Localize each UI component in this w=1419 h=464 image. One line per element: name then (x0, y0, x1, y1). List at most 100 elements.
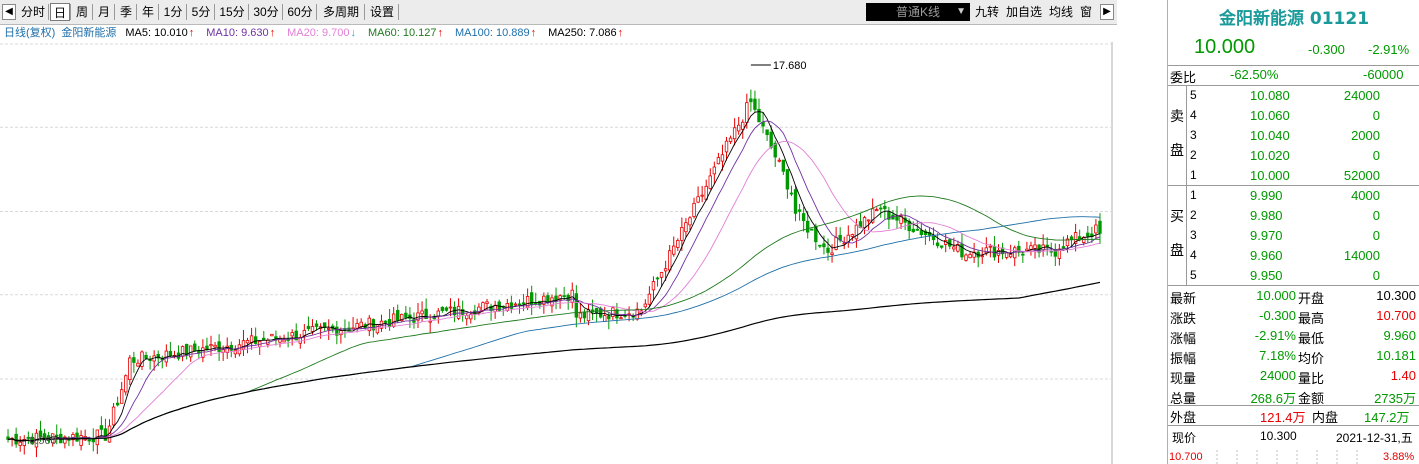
arrow-up-icon: ↑ (188, 27, 195, 39)
period-button[interactable]: 5分 (191, 5, 211, 19)
stat-label: 涨跌 (1170, 311, 1197, 326)
toolbar-option-button[interactable]: 均线 (1048, 5, 1073, 19)
quote-panel: 金阳新能源 01121 10.000 -0.300 -2.91% 委比 -62.… (1167, 0, 1419, 464)
order-book-row[interactable]: 5 10.080 24000 (1168, 86, 1419, 106)
weibi-row: 委比 -62.50% -60000 (1168, 65, 1419, 85)
ma-line (7, 195, 1101, 442)
toolbar-divider (316, 4, 317, 20)
candle-body (1029, 245, 1033, 250)
order-book-row[interactable]: 2 9.980 0 (1168, 206, 1419, 226)
candle-body (477, 306, 481, 313)
candle-body (879, 207, 883, 210)
candle-body (14, 433, 18, 445)
period-button[interactable]: 日 (50, 3, 70, 21)
kline-type-select[interactable]: 普通K线 ▼ (866, 3, 970, 21)
prev-arrow-icon[interactable]: ◀ (2, 4, 16, 20)
candle-body (598, 308, 603, 318)
ma-legend-label: MA250: 7.086 (548, 27, 617, 39)
candle-body (1017, 245, 1021, 252)
candle-body (465, 315, 469, 320)
stat-value: 24000 (1259, 368, 1296, 383)
candle-body (655, 277, 660, 280)
candle-body (1004, 252, 1009, 258)
candle-body (728, 137, 733, 142)
candle-body (99, 425, 104, 430)
candle-body (866, 219, 871, 222)
order-book-row[interactable]: 4 10.060 0 (1168, 106, 1419, 126)
candle-body (237, 344, 242, 355)
candle-body (736, 124, 741, 132)
candle-body (594, 307, 599, 314)
candle-body (128, 357, 132, 381)
candle-body (26, 436, 31, 439)
divider (1168, 285, 1419, 286)
candle-body (696, 196, 700, 203)
period-button[interactable]: 月 (97, 5, 110, 19)
candle-body (1057, 248, 1062, 259)
low-marker-label: 0.560 (29, 435, 57, 447)
candle-body (773, 142, 777, 158)
toolbar-divider (114, 4, 115, 20)
next-arrow-icon[interactable]: ▶ (1100, 4, 1114, 20)
order-book-row[interactable]: 2 10.020 0 (1168, 146, 1419, 166)
toolbar-option-button[interactable]: 窗 (1079, 5, 1092, 19)
candle-body (716, 157, 721, 165)
toolbar-option-button[interactable]: 加自选 (1005, 5, 1042, 19)
period-button[interactable]: 分时 (20, 5, 45, 19)
candle-body (968, 254, 972, 259)
order-book-row[interactable]: 3 9.970 0 (1168, 226, 1419, 246)
candle-body (919, 230, 924, 236)
book-volume: 4000 (1351, 188, 1380, 203)
ma-legend-item: MA5: 10.010↑ (125, 27, 200, 39)
candle-body (144, 354, 148, 359)
order-book-row[interactable]: 1 9.990 4000 (1168, 186, 1419, 206)
candle-body (253, 336, 258, 344)
stat-value: 9.960 (1383, 328, 1416, 343)
candle-body (651, 281, 656, 291)
divider (1168, 65, 1419, 66)
period-button[interactable]: 1分 (163, 5, 183, 19)
period-button[interactable]: 多周期 (322, 5, 359, 19)
inner-value: 147.2万 (1364, 410, 1410, 425)
candle-body (270, 333, 274, 337)
candle-body (1008, 253, 1013, 258)
candle-body (980, 255, 984, 258)
candle-body (63, 436, 67, 444)
book-side-label: 卖盘 (1168, 106, 1186, 160)
outer-inner-row: 外盘 121.4万 内盘 147.2万 (1168, 405, 1419, 425)
period-button[interactable]: 15分 (219, 5, 245, 19)
order-book-row[interactable]: 5 9.950 0 (1168, 266, 1419, 286)
toolbar-divider (248, 4, 249, 20)
period-button[interactable]: 年 (141, 5, 154, 19)
stat-label: 总量 (1170, 391, 1197, 406)
ma-legend-item: MA100: 10.889↑ (455, 27, 542, 39)
period-button[interactable]: 周 (75, 5, 88, 19)
candle-body (935, 242, 940, 247)
arrow-up-icon: ↑ (530, 27, 537, 39)
period-button[interactable]: 设置 (369, 5, 394, 19)
book-label-char: 买 (1170, 208, 1184, 224)
candle-body (562, 295, 566, 298)
book-level: 1 (1190, 168, 1197, 182)
candle-body (55, 434, 59, 437)
order-book-row[interactable]: 1 10.000 52000 (1168, 166, 1419, 186)
arrow-up-icon: ↑ (617, 27, 624, 39)
period-button[interactable]: 季 (119, 5, 132, 19)
period-button[interactable]: 60分 (287, 5, 313, 19)
toolbar-divider (186, 4, 187, 20)
book-level: 5 (1190, 268, 1197, 282)
order-book-row[interactable]: 4 9.960 14000 (1168, 246, 1419, 266)
order-book-row[interactable]: 3 10.040 2000 (1168, 126, 1419, 146)
book-volume: 2000 (1351, 128, 1380, 143)
period-button[interactable]: 30分 (253, 5, 279, 19)
toolbar-divider (48, 4, 49, 20)
outer-value: 121.4万 (1260, 410, 1306, 425)
toolbar-divider (364, 4, 365, 20)
candle-body (306, 325, 311, 329)
toolbar-option-button[interactable]: 九转 (974, 5, 999, 19)
candle-body (509, 302, 514, 309)
book-price: 10.060 (1250, 108, 1290, 123)
book-price: 9.960 (1250, 248, 1283, 263)
book-level: 4 (1190, 108, 1197, 122)
